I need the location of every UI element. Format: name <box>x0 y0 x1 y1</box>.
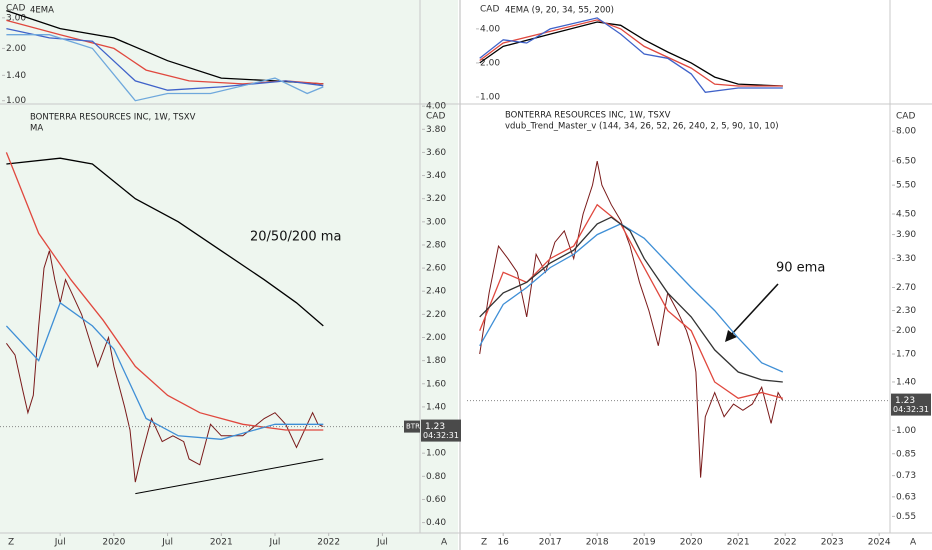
x-tick-label: 2021 <box>210 538 233 548</box>
y-tick-label: 5.50 <box>896 181 916 191</box>
y-tick-label: 1.40 <box>896 377 916 387</box>
x-tick-label: 2017 <box>539 538 562 548</box>
series-line <box>479 17 783 93</box>
series-line <box>5 301 324 440</box>
series-line <box>5 250 324 483</box>
arrow-head <box>725 330 737 342</box>
series-line <box>479 19 783 87</box>
control-button[interactable]: A <box>910 538 917 548</box>
x-tick-label: Jul <box>54 538 66 548</box>
y-tick-label: 3.60 <box>426 148 446 158</box>
axis-unit: CAD <box>426 112 445 122</box>
control-button[interactable]: Z <box>481 538 487 548</box>
x-tick-label: 2020 <box>680 538 703 548</box>
pane-subtitle: MA <box>30 124 43 134</box>
y-tick-label: 1.40 <box>6 71 26 81</box>
y-tick-label: 4.00 <box>480 24 500 34</box>
pane-title: BONTERRA RESOURCES INC, 1W, TSXV <box>30 113 196 123</box>
y-tick-label: 1.00 <box>480 92 500 102</box>
countdown: 04:32:31 <box>893 405 929 414</box>
series-line <box>479 223 784 373</box>
y-tick-label: 2.60 <box>426 264 446 274</box>
pane-title: 4EMA <box>30 6 54 16</box>
y-tick-label: 3.30 <box>896 254 916 264</box>
series-line <box>6 157 324 327</box>
axis-unit: CAD <box>480 5 499 15</box>
y-tick-label: 1.70 <box>896 350 916 360</box>
annotation: 20/50/200 ma <box>250 230 341 245</box>
right-panel-bg <box>462 0 932 550</box>
x-tick-label: 2023 <box>821 538 844 548</box>
left-panel-bg <box>0 0 458 550</box>
symbol-tag-box <box>404 420 420 433</box>
y-tick-label: 4.00 <box>426 102 446 112</box>
last-price: 1.23 <box>895 396 915 406</box>
trendline <box>135 458 324 495</box>
y-tick-label: 8.00 <box>896 127 916 137</box>
y-tick-label: 1.00 <box>896 426 916 436</box>
series-line <box>6 27 324 91</box>
y-tick-label: 2.00 <box>480 58 500 68</box>
y-tick-label: 3.20 <box>426 194 446 204</box>
control-button[interactable]: Z <box>8 538 14 548</box>
series-line <box>6 9 324 85</box>
x-tick-label: 2021 <box>727 538 750 548</box>
symbol-tag: BTR <box>406 423 420 431</box>
last-price: 1.23 <box>425 422 445 432</box>
y-tick-label: 0.63 <box>896 492 916 502</box>
series-line <box>479 216 783 383</box>
y-tick-label: 2.40 <box>426 287 446 297</box>
y-tick-label: 2.00 <box>896 326 916 336</box>
y-tick-label: 2.80 <box>426 240 446 250</box>
x-tick-label: Jul <box>376 538 388 548</box>
y-tick-label: 2.30 <box>896 306 916 316</box>
y-tick-label: 3.90 <box>896 230 916 240</box>
annotation: 90 ema <box>776 261 825 276</box>
x-tick-label: 2018 <box>586 538 609 548</box>
pane-title: 4EMA (9, 20, 34, 55, 200) <box>505 6 614 16</box>
y-tick-label: 2.00 <box>426 333 446 343</box>
annotation-arrow <box>729 283 779 337</box>
y-tick-label: 0.40 <box>426 518 446 528</box>
y-tick-label: 1.60 <box>426 379 446 389</box>
x-tick-label: 2022 <box>317 538 340 548</box>
y-tick-label: 3.40 <box>426 171 446 181</box>
countdown: 04:32:31 <box>423 431 459 440</box>
y-tick-label: 4.50 <box>896 210 916 220</box>
x-tick-label: 2024 <box>868 538 891 548</box>
y-tick-label: 1.80 <box>426 356 446 366</box>
y-tick-label: 0.55 <box>896 512 916 522</box>
x-tick-label: 16 <box>497 538 509 548</box>
y-tick-label: 2.00 <box>6 44 26 54</box>
y-tick-label: 0.73 <box>896 471 916 481</box>
control-button[interactable]: A <box>441 538 448 548</box>
series-line <box>6 34 324 102</box>
x-tick-label: 2022 <box>774 538 797 548</box>
last-price-box <box>421 419 461 442</box>
y-tick-label: 2.70 <box>896 283 916 293</box>
y-tick-label: 0.85 <box>896 449 916 459</box>
x-tick-label: 2020 <box>102 538 125 548</box>
axis-unit: CAD <box>896 112 915 122</box>
pane-subtitle: vdub_Trend_Master_v (144, 34, 26, 52, 26… <box>505 122 779 132</box>
x-tick-label: Jul <box>269 538 281 548</box>
pane-title: BONTERRA RESOURCES INC, 1W, TSXV <box>505 111 671 121</box>
x-tick-label: Jul <box>161 538 173 548</box>
y-tick-label: 1.40 <box>426 402 446 412</box>
last-price-box <box>891 393 931 416</box>
y-tick-label: 3.00 <box>426 217 446 227</box>
y-tick-label: 6.50 <box>896 157 916 167</box>
y-tick-label: 1.00 <box>6 96 26 106</box>
y-tick-label: 2.20 <box>426 310 446 320</box>
y-tick-label: 0.60 <box>426 495 446 505</box>
y-tick-label: 0.80 <box>426 472 446 482</box>
x-tick-label: 2019 <box>633 538 656 548</box>
axis-unit: CAD <box>6 4 25 14</box>
y-tick-label: 1.00 <box>426 449 446 459</box>
y-tick-label: 3.00 <box>6 13 26 23</box>
series-line <box>479 161 784 478</box>
y-tick-label: 3.80 <box>426 125 446 135</box>
